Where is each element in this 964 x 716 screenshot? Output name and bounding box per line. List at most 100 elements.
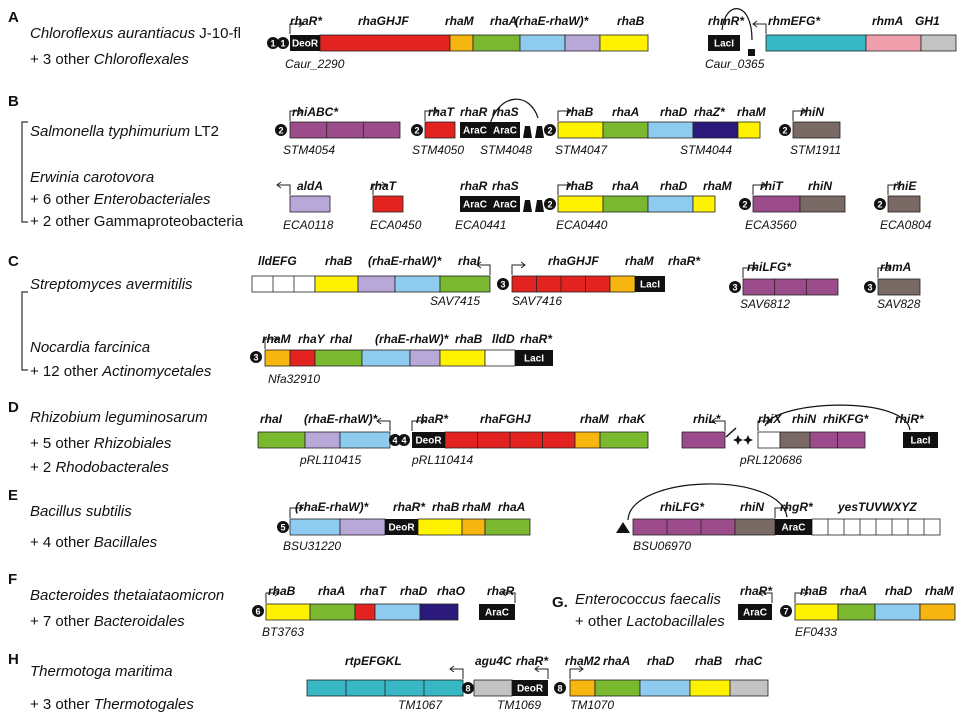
gene-label: rhmR* xyxy=(708,14,745,28)
gene-label: rhaT xyxy=(360,584,388,598)
gene-label: rhaM xyxy=(462,500,492,514)
organism-part: + 2 other Gammaproteobacteria xyxy=(30,213,244,230)
organism: + other Lactobacillales xyxy=(575,613,725,630)
organism-part: + 5 other xyxy=(30,435,94,452)
regulator-label: DeoR xyxy=(517,684,544,695)
promoter-arrow xyxy=(372,181,387,195)
gene xyxy=(757,431,781,449)
gene-label: rhaB xyxy=(325,254,353,268)
organism: + 2 Rhodobacterales xyxy=(30,459,169,476)
bracket xyxy=(21,121,28,223)
gene xyxy=(692,121,739,139)
gene-label: rhiN xyxy=(740,500,764,514)
gene-label: rhaB xyxy=(455,332,483,346)
promoter-badge xyxy=(739,198,751,210)
gene xyxy=(742,278,839,296)
promoter-number: 8 xyxy=(557,683,562,693)
gene xyxy=(874,603,921,621)
locus-tag: TM1069 xyxy=(497,698,541,712)
locus-tag: ECA0118 xyxy=(283,218,334,232)
locus-tag: EF0433 xyxy=(795,625,837,639)
gene-label: rhaM xyxy=(580,412,610,426)
promoter-badge xyxy=(554,682,566,694)
gene xyxy=(251,275,316,293)
gene xyxy=(692,195,716,213)
regulation-arc xyxy=(627,483,788,521)
regulator-label: LacI xyxy=(640,280,660,291)
gene-label: rhiN xyxy=(800,105,824,119)
promoter-badge xyxy=(267,37,279,49)
locus-tag: STM1911 xyxy=(790,143,841,157)
gene-label: rhaB xyxy=(800,584,828,598)
promoter-arrow xyxy=(289,20,304,34)
organism: Thermotoga maritima xyxy=(30,663,173,680)
gene-label: rhmA xyxy=(872,14,903,28)
gene-label: (rhaE-rhaW)* xyxy=(375,332,450,346)
organism-part: Actinomycetales xyxy=(101,363,212,380)
promoter-badge xyxy=(779,124,791,136)
promoter-arrow xyxy=(264,335,279,349)
gene-label: rhaA xyxy=(612,105,639,119)
organism: Enterococcus faecalis xyxy=(575,591,721,608)
gene xyxy=(289,518,341,536)
gene xyxy=(599,34,649,52)
gene xyxy=(473,679,513,697)
gene-label: rhaD xyxy=(647,654,675,668)
gene xyxy=(564,34,601,52)
promoter-badge xyxy=(874,198,886,210)
gene xyxy=(417,518,463,536)
promoter-number: 3 xyxy=(732,282,737,292)
gene-label: rhaA xyxy=(318,584,345,598)
locus-tag: STM4047 xyxy=(555,143,608,157)
gene-label: rhaI xyxy=(330,332,353,346)
gene-label: (rhaE-rhaW)* xyxy=(295,500,370,514)
organism: Erwinia carotovora xyxy=(30,169,154,186)
organism-part: + other xyxy=(575,613,626,630)
gene xyxy=(354,603,376,621)
promoter-number: 2 xyxy=(547,125,552,135)
gene-label: rhmA xyxy=(880,260,911,274)
gene xyxy=(639,679,691,697)
organism-part: + 3 other xyxy=(30,51,94,68)
regulator-box xyxy=(385,519,418,535)
locus-tag: STM4044 xyxy=(680,143,732,157)
gene xyxy=(752,195,801,213)
promoter-number: 2 xyxy=(782,125,787,135)
promoter-badge xyxy=(277,37,289,49)
gene xyxy=(920,34,957,52)
promoter-arrow xyxy=(289,504,304,518)
regulator-box xyxy=(708,35,740,51)
gene-label: rhiLFG* xyxy=(747,260,792,274)
gene-label: rhaM2 xyxy=(565,654,601,668)
locus-tag: STM4054 xyxy=(283,143,335,157)
terminator xyxy=(535,126,544,138)
gene-label: rhaR xyxy=(460,179,488,193)
gene-label: rhaY xyxy=(298,332,326,346)
gene-label: rhaB xyxy=(566,105,594,119)
locus-tag: Caur_0365 xyxy=(705,57,765,71)
organism-part: Thermotogales xyxy=(94,696,195,713)
promoter-number: 2 xyxy=(414,125,419,135)
promoter-badge xyxy=(497,278,509,290)
gene xyxy=(647,195,694,213)
gene-label: (rhaE-rhaW)* xyxy=(304,412,379,426)
gene xyxy=(409,349,441,367)
gene-label: rhiL* xyxy=(693,412,722,426)
locus-tag: Caur_2290 xyxy=(285,57,345,71)
gene-label: rhaA xyxy=(490,14,517,28)
gene xyxy=(289,349,316,367)
gene-label: GH1 xyxy=(915,14,940,28)
organism: + 3 other Thermotogales xyxy=(30,696,194,713)
gene xyxy=(264,349,291,367)
locus-tag: STM4050 xyxy=(412,143,464,157)
promoter-arrow xyxy=(557,107,572,121)
gene xyxy=(599,431,649,449)
organism: + 4 other Bacillales xyxy=(30,534,158,551)
gene-label: rhiKFG* xyxy=(823,412,870,426)
gene-label: rhaK xyxy=(618,412,647,426)
promoter-number: 3 xyxy=(253,352,258,362)
organism: Chloroflexus aurantiacus J-10-fl xyxy=(30,25,241,42)
panel-letter: A xyxy=(8,9,19,26)
gene xyxy=(361,349,411,367)
organism: + 3 other Chloroflexales xyxy=(30,51,189,68)
